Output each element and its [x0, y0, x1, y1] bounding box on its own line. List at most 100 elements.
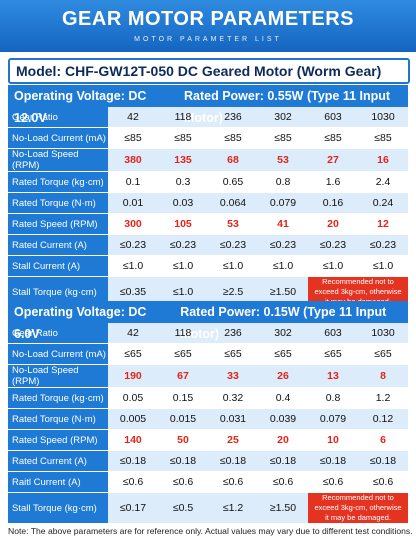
- cell: 8: [358, 364, 408, 388]
- cell: ≤0.23: [208, 234, 258, 256]
- cell: ≤1.0: [258, 255, 308, 277]
- row: No-Load Current (mA) ≤65 ≤65 ≤65 ≤65 ≤65 ≤65: [8, 343, 408, 365]
- cell: 0.16: [308, 192, 358, 214]
- row-label: Rated Speed (RPM): [8, 429, 108, 451]
- cell: 300: [108, 213, 158, 235]
- cell: 0.32: [208, 387, 258, 409]
- section-header: Operating Voltage: DC 6.0V Rated Power: 0…: [8, 301, 408, 341]
- cell: 1.2: [358, 387, 408, 409]
- row-label: No-Load Speed (RPM): [8, 148, 108, 172]
- row-label: Stall Current (A): [8, 255, 108, 277]
- cell: ≤0.6: [108, 471, 158, 493]
- cell: 20: [258, 429, 308, 451]
- row: Rated Torque (N·m) 0.01 0.03 0.064 0.079 0.16…: [8, 192, 408, 214]
- row-label: No-Load Current (mA): [8, 343, 108, 365]
- header: GEAR MOTOR PARAMETERS MOTOR PARAMETER LI…: [0, 0, 416, 52]
- row: Gear Ratio 42 118 236 302 603 1030: [8, 107, 408, 128]
- cell: 33: [208, 364, 258, 388]
- section: Operating Voltage: DC 6.0V Rated Power: 0…: [8, 301, 408, 524]
- cell: ≤0.18: [108, 450, 158, 472]
- cell: ≤85: [108, 127, 158, 149]
- row: Rated Torque (kg·cm) 0.05 0.15 0.32 0.4 0.8 1.…: [8, 387, 408, 409]
- voltage: Operating Voltage: DC 6.0V: [14, 305, 147, 341]
- row-label: Rated Current (A): [8, 234, 108, 256]
- cell: 118: [158, 107, 208, 128]
- cell: ≤0.18: [308, 450, 358, 472]
- row: No-Load Current (mA) ≤85 ≤85 ≤85 ≤85 ≤85 ≤85: [8, 127, 408, 149]
- cell: 53: [258, 148, 308, 172]
- cell: 6: [358, 429, 408, 451]
- cell: 0.65: [208, 171, 258, 193]
- cell: 1030: [358, 107, 408, 128]
- row: No-Load Speed (RPM) 190 67 33 26 13 8: [8, 364, 408, 388]
- row-label: Rated Torque (N·m): [8, 408, 108, 430]
- cell: 16: [358, 148, 408, 172]
- cell: ≤65: [258, 343, 308, 365]
- note: Recommended not to exceed 3kg-cm, otherw…: [308, 492, 408, 524]
- row-label: Raitl Current (A): [8, 471, 108, 493]
- cell: ≤85: [158, 127, 208, 149]
- model: Model: CHF-GW12T-050 DC Geared Motor (Wo…: [8, 58, 410, 84]
- section: Operating Voltage: DC 12.0V Rated Power: …: [8, 85, 408, 308]
- cell: 42: [108, 107, 158, 128]
- cell: 0.24: [358, 192, 408, 214]
- row-label: No-Load Speed (RPM): [8, 364, 108, 388]
- cell: ≤0.17: [108, 492, 158, 524]
- cell: ≤65: [158, 343, 208, 365]
- param-table: Gear Ratio 42 118 236 302 603 1030 No-Load Curr…: [8, 323, 408, 524]
- cell: 0.079: [258, 192, 308, 214]
- row-label: Stall Torque (kg·cm): [8, 492, 108, 524]
- cell: 10: [308, 429, 358, 451]
- cell: ≤0.6: [308, 471, 358, 493]
- cell: 0.031: [208, 408, 258, 430]
- cell: 603: [308, 323, 358, 344]
- power: Rated Power: 0.55W (Type 11 Input Motor): [184, 89, 391, 125]
- cell: 53: [208, 213, 258, 235]
- row: Rated Torque (N·m) 0.005 0.015 0.031 0.039 0.…: [8, 408, 408, 430]
- cell: ≤0.18: [158, 450, 208, 472]
- cell: ≤1.0: [158, 255, 208, 277]
- cell: 118: [158, 323, 208, 344]
- cell: 302: [258, 323, 308, 344]
- cell: ≤0.23: [158, 234, 208, 256]
- row: Rated Speed (RPM) 140 50 25 20 10 6: [8, 429, 408, 451]
- cell: ≤1.2: [208, 492, 258, 524]
- cell: 135: [158, 148, 208, 172]
- cell: ≤0.6: [158, 471, 208, 493]
- cell: ≤1.0: [108, 255, 158, 277]
- cell: ≤0.23: [108, 234, 158, 256]
- cell: 12: [358, 213, 408, 235]
- cell: 236: [208, 107, 258, 128]
- cell: ≤65: [358, 343, 408, 365]
- row: No-Load Speed (RPM) 380 135 68 53 27 16: [8, 148, 408, 172]
- cell: 0.039: [258, 408, 308, 430]
- cell: 13: [308, 364, 358, 388]
- cell: 26: [258, 364, 308, 388]
- cell: ≥1.50: [258, 492, 308, 524]
- cell: 0.1: [108, 171, 158, 193]
- cell: 302: [258, 107, 308, 128]
- cell: 0.03: [158, 192, 208, 214]
- power: Rated Power: 0.15W (Type 11 Input Motor): [180, 305, 387, 341]
- cell: ≤0.6: [358, 471, 408, 493]
- cell: 0.079: [308, 408, 358, 430]
- section-header: Operating Voltage: DC 12.0V Rated Power: …: [8, 85, 408, 125]
- cell: ≤85: [258, 127, 308, 149]
- cell: ≤65: [208, 343, 258, 365]
- cell: 380: [108, 148, 158, 172]
- cell: 0.12: [358, 408, 408, 430]
- cell: 0.015: [158, 408, 208, 430]
- cell: ≤85: [358, 127, 408, 149]
- cell: 0.01: [108, 192, 158, 214]
- cell: 1.6: [308, 171, 358, 193]
- cell: ≤65: [108, 343, 158, 365]
- title: GEAR MOTOR PARAMETERS: [62, 8, 354, 30]
- cell: 0.15: [158, 387, 208, 409]
- cell: ≤0.18: [208, 450, 258, 472]
- row: Rated Current (A) ≤0.23 ≤0.23 ≤0.23 ≤0.23 ≤0.…: [8, 234, 408, 256]
- row-label: No-Load Current (mA): [8, 127, 108, 149]
- cell: 41: [258, 213, 308, 235]
- cell: 42: [108, 323, 158, 344]
- cell: ≤0.23: [258, 234, 308, 256]
- cell: ≤0.6: [258, 471, 308, 493]
